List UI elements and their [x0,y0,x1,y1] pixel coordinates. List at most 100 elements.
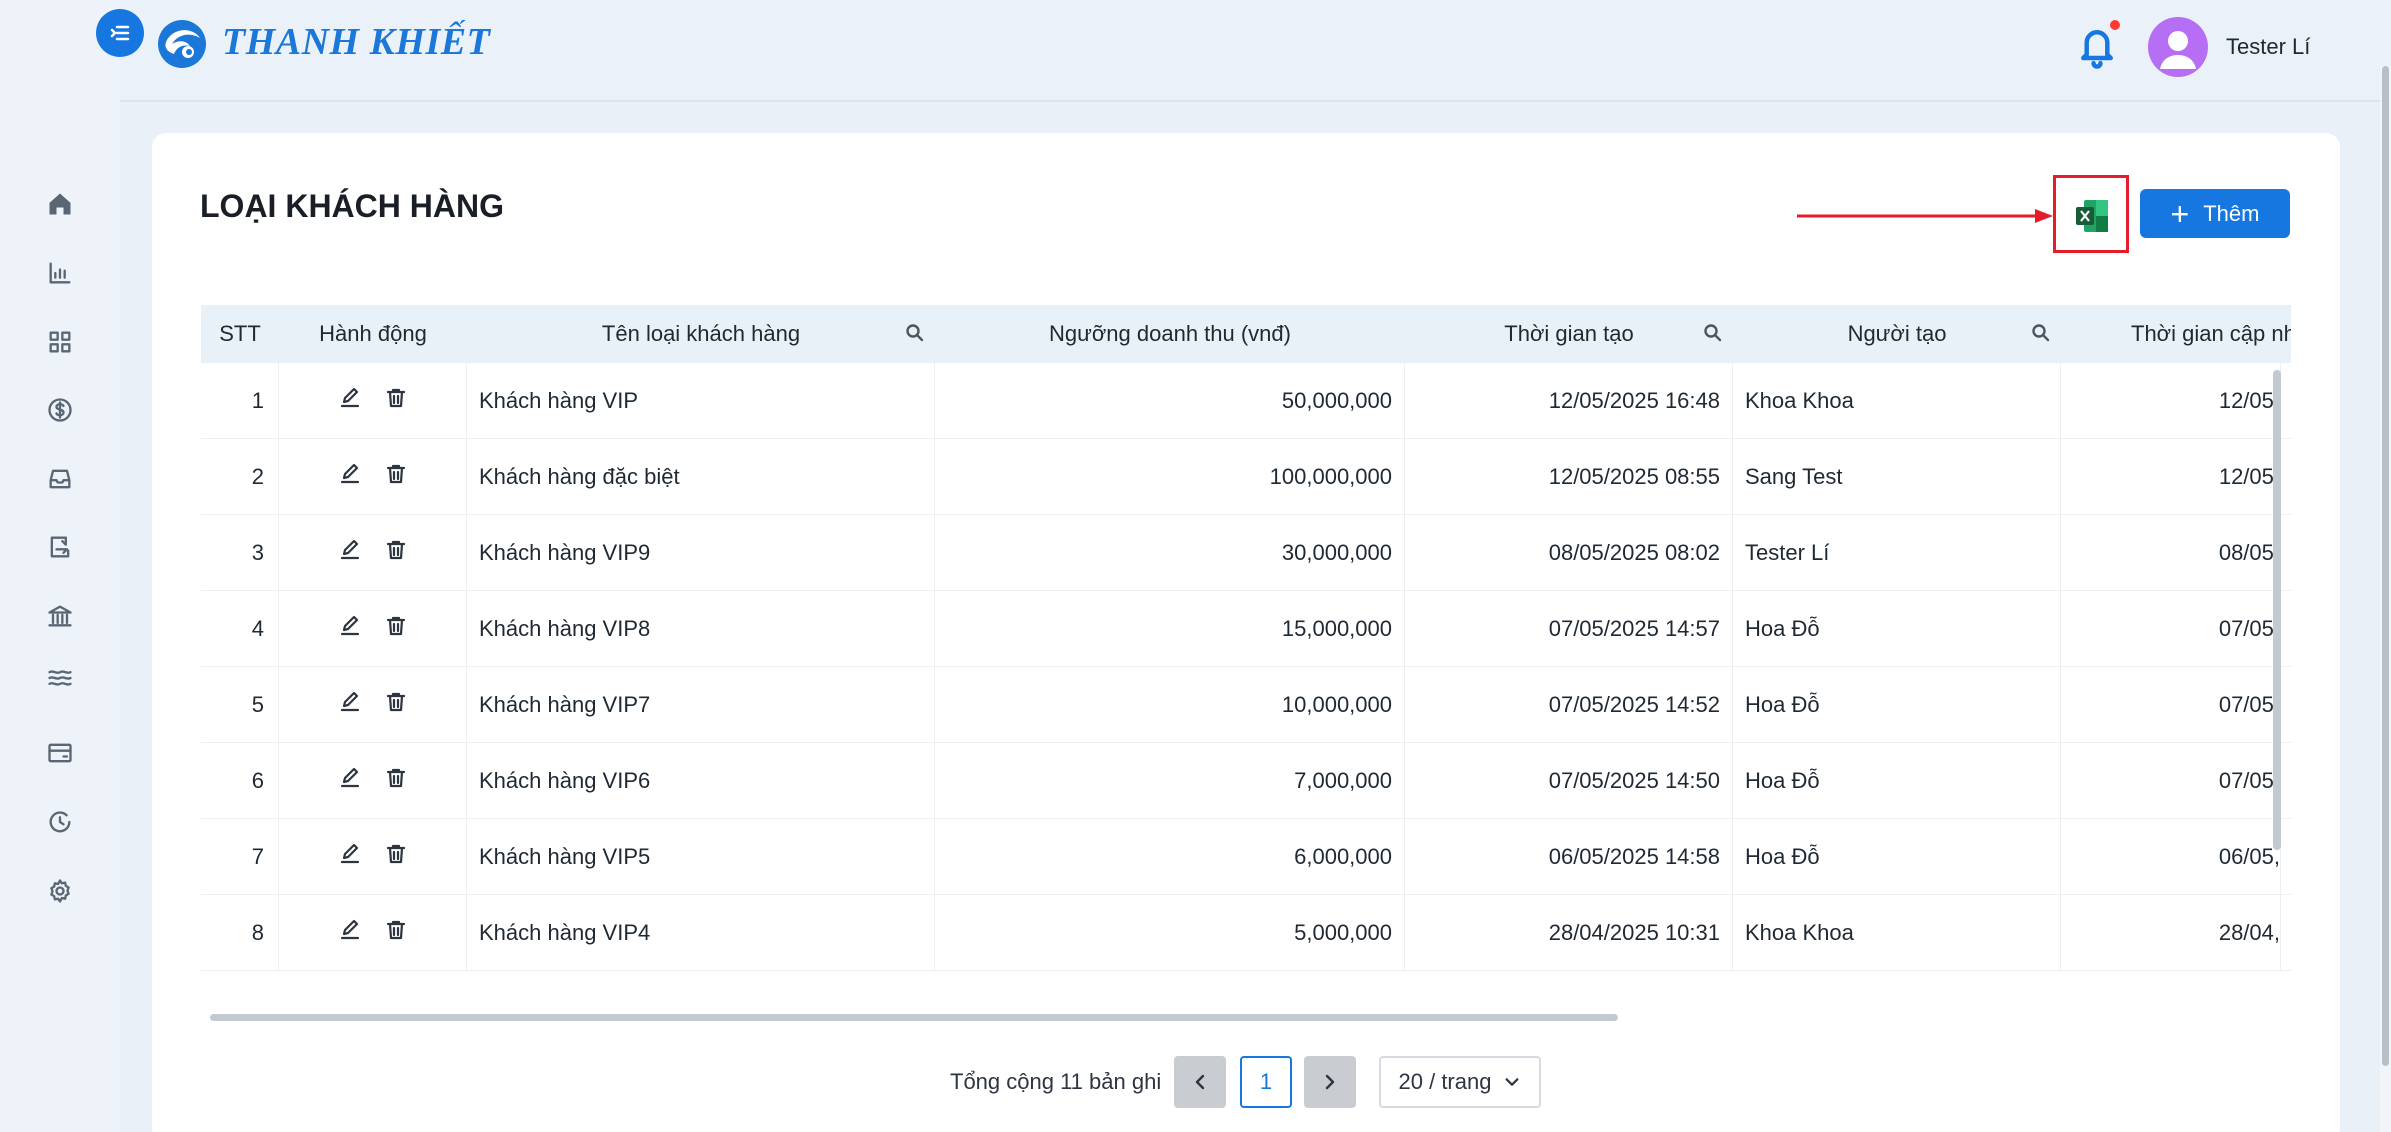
chevron-left-icon [1195,1074,1205,1090]
transfer-icon[interactable] [44,531,76,563]
page-scrollbar[interactable] [2380,66,2391,1132]
menu-toggle-button[interactable] [96,9,144,57]
cell-updated: 12/05, [2061,439,2281,515]
chart-icon[interactable] [44,257,76,289]
logo[interactable]: THANH KHIẾT [152,12,490,72]
trash-icon[interactable] [384,766,408,796]
search-icon[interactable] [2031,323,2051,343]
cell-actions [279,363,467,439]
cell-updated: 08/05, [2061,515,2281,591]
cell-created: 07/05/2025 14:57 [1405,591,1733,667]
cell-created: 07/05/2025 14:50 [1405,743,1733,819]
add-button[interactable]: + Thêm [2140,189,2290,238]
waves-icon[interactable] [44,662,76,694]
chevron-down-icon [1505,1078,1519,1086]
avatar[interactable] [2148,17,2208,77]
bank-icon[interactable] [44,600,76,632]
cell-creator: Hoa Đỗ [1733,819,2061,895]
edit-icon[interactable] [338,842,362,872]
col-stt: STT [219,321,261,346]
logo-icon [158,20,206,68]
table-body: 1 Khách hàng VIP 50,000,000 12/05/2025 16:4… [201,363,2291,971]
cell-creator: Khoa Khoa [1733,363,2061,439]
table-row: 3 Khách hàng VIP9 30,000,000 08/05/2025 08:… [201,515,2291,591]
trash-icon[interactable] [384,918,408,948]
sidebar [0,0,120,1132]
content-card [152,133,2340,1132]
edit-icon[interactable] [338,766,362,796]
cell-actions [279,667,467,743]
cell-threshold: 30,000,000 [935,515,1405,591]
cell-name: Khách hàng VIP6 [467,743,935,819]
page-size-label: 20 / trang [1398,1069,1492,1094]
col-created: Thời gian tạo [1405,305,1733,363]
gear-icon[interactable] [44,875,76,907]
cell-stt: 4 [201,591,279,667]
cell-creator: Khoa Khoa [1733,895,2061,971]
inbox-icon[interactable] [44,463,76,495]
customer-type-table: STT Hành động Tên loại khách hàng Ngưỡng… [201,305,2291,1005]
total-records: Tổng cộng 11 bản ghi [950,1069,1162,1094]
cell-name: Khách hàng VIP [467,363,935,439]
search-icon[interactable] [905,323,925,343]
grid-icon[interactable] [44,326,76,358]
edit-icon[interactable] [338,918,362,948]
add-button-label: Thêm [2203,200,2260,226]
prev-page-button[interactable] [1174,1056,1226,1108]
notification-badge [2110,20,2120,30]
cell-threshold: 7,000,000 [935,743,1405,819]
cell-stt: 1 [201,363,279,439]
cell-created: 28/04/2025 10:31 [1405,895,1733,971]
trash-icon[interactable] [384,614,408,644]
edit-icon[interactable] [338,690,362,720]
cell-name: Khách hàng đặc biệt [467,439,935,515]
cell-actions [279,439,467,515]
export-excel-button[interactable] [2053,175,2129,253]
edit-icon[interactable] [338,386,362,416]
next-page-button[interactable] [1304,1056,1356,1108]
dollar-icon[interactable] [44,394,76,426]
search-icon[interactable] [1703,323,1723,343]
cell-creator: Hoa Đỗ [1733,743,2061,819]
table-vertical-scrollbar[interactable] [2273,370,2281,850]
cell-threshold: 10,000,000 [935,667,1405,743]
trash-icon[interactable] [384,842,408,872]
wallet-icon[interactable] [44,737,76,769]
trash-icon[interactable] [384,462,408,492]
col-creator: Người tạo [1733,305,2061,363]
cell-threshold: 5,000,000 [935,895,1405,971]
cell-created: 12/05/2025 16:48 [1405,363,1733,439]
table-row: 6 Khách hàng VIP6 7,000,000 07/05/2025 14:5… [201,743,2291,819]
cell-stt: 7 [201,819,279,895]
cell-stt: 2 [201,439,279,515]
trash-icon[interactable] [384,386,408,416]
col-name: Tên loại khách hàng [467,305,935,363]
chevron-right-icon [1325,1074,1335,1090]
page-number-button[interactable]: 1 [1240,1056,1292,1108]
annotation-arrow-icon [1797,209,2053,223]
edit-icon[interactable] [338,462,362,492]
page-size-select[interactable]: 20 / trang [1379,1056,1541,1108]
home-icon[interactable] [44,188,76,220]
cell-stt: 6 [201,743,279,819]
cell-name: Khách hàng VIP9 [467,515,935,591]
edit-icon[interactable] [338,538,362,568]
cell-updated: 06/05, [2061,819,2281,895]
cell-actions [279,591,467,667]
cell-created: 07/05/2025 14:52 [1405,667,1733,743]
username[interactable]: Tester Lí [2226,34,2311,59]
trash-icon[interactable] [384,538,408,568]
col-creator-label: Người tạo [1847,321,1947,346]
history-icon[interactable] [44,806,76,838]
cell-stt: 8 [201,895,279,971]
cell-updated: 07/05, [2061,667,2281,743]
col-threshold: Ngưỡng doanh thu (vnđ) [1049,321,1291,346]
table-horizontal-scrollbar[interactable] [210,1014,1618,1021]
cell-name: Khách hàng VIP7 [467,667,935,743]
table-row: 4 Khách hàng VIP8 15,000,000 07/05/2025 14:… [201,591,2291,667]
notification-bell-icon[interactable] [2076,22,2118,70]
trash-icon[interactable] [384,690,408,720]
page-title: LOẠI KHÁCH HÀNG [200,188,504,224]
cell-threshold: 50,000,000 [935,363,1405,439]
edit-icon[interactable] [338,614,362,644]
